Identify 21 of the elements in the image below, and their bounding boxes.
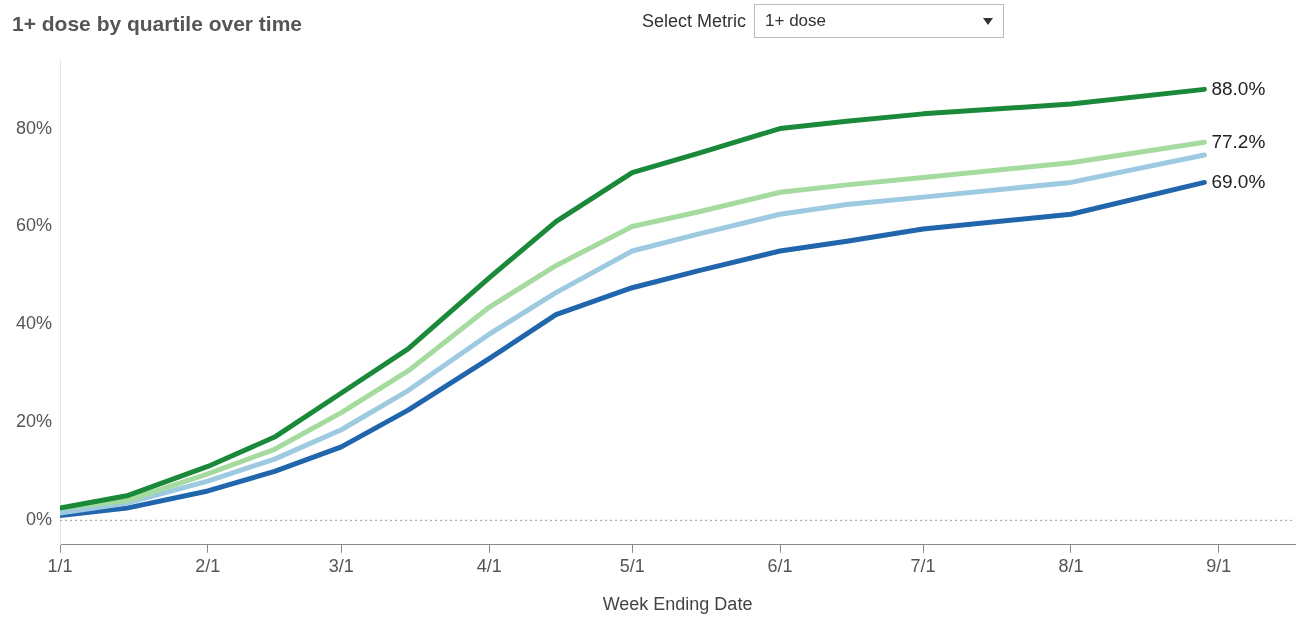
x-tick-label: 8/1 [1058, 555, 1084, 576]
x-tick-label: 4/1 [476, 555, 502, 576]
x-tick-label: 7/1 [910, 555, 936, 576]
x-tick-label: 9/1 [1206, 555, 1232, 576]
x-tick-label: 2/1 [195, 555, 221, 576]
dropdown-field: 1+ dose [754, 4, 1005, 38]
data-label: 69.0% [1211, 170, 1266, 192]
data-label: 77.2% [1211, 130, 1266, 152]
chart-title: 1+ dose by quartile over time [12, 12, 303, 36]
x-tick-label: 6/1 [767, 555, 793, 576]
y-tick-label: 40% [16, 313, 53, 334]
text: Select Metric [642, 10, 747, 32]
x-tick-label: 1/1 [47, 555, 73, 576]
x-tick-label: 5/1 [619, 555, 645, 576]
x-axis-title: Week Ending Date [602, 594, 753, 615]
y-tick-label: 0% [26, 509, 53, 530]
data-label: 88.0% [1211, 77, 1266, 99]
y-tick-label: 80% [16, 117, 53, 138]
y-tick-label: 20% [16, 411, 53, 432]
y-tick-label: 60% [16, 215, 53, 236]
x-tick-label: 3/1 [328, 555, 354, 576]
